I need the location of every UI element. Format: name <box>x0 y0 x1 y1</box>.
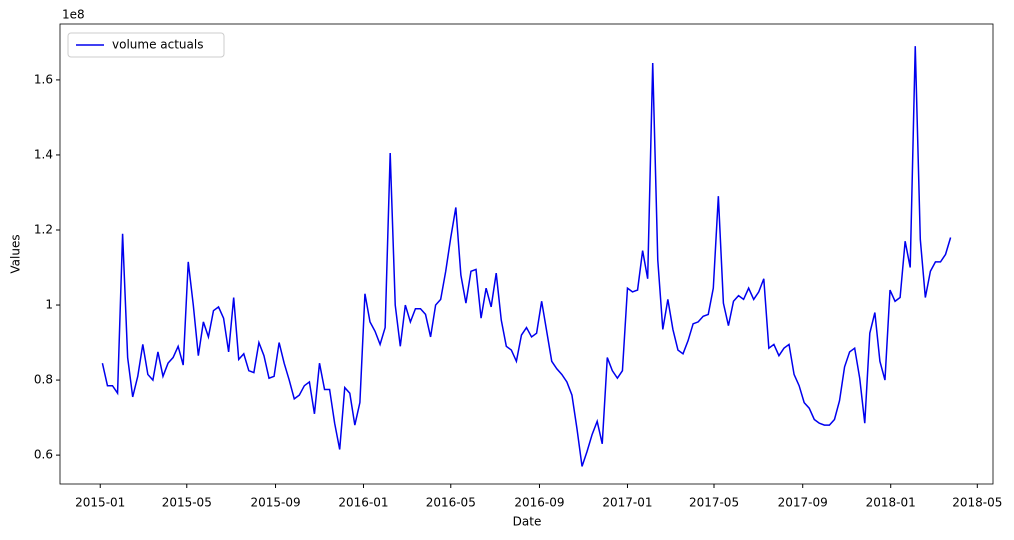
line-series <box>101 46 952 467</box>
y-tick-label: 1 <box>45 298 53 312</box>
y-tick-label: 1.4 <box>34 147 53 161</box>
y-tick-label: 1.6 <box>34 72 53 86</box>
x-tick-label: 2015-09 <box>250 496 300 510</box>
x-tick-label: 2016-01 <box>338 496 388 510</box>
x-tick-label: 2018-05 <box>952 496 1002 510</box>
y-tick-label: 0.8 <box>34 373 53 387</box>
legend-label: volume actuals <box>112 38 203 52</box>
x-tick-label: 2016-09 <box>514 496 564 510</box>
y-tick-label: 1.2 <box>34 222 53 236</box>
y-tick-label: 0.6 <box>34 448 53 462</box>
x-tick-label: 2017-01 <box>602 496 652 510</box>
y-offset-label: 1e8 <box>62 8 85 22</box>
plot-frame <box>59 23 994 485</box>
x-tick-label: 2016-05 <box>426 496 476 510</box>
x-tick-label: 2017-09 <box>778 496 828 510</box>
x-tick-label: 2018-01 <box>866 496 916 510</box>
x-tick-label: 2015-05 <box>162 496 212 510</box>
x-tick-label: 2015-01 <box>75 496 125 510</box>
x-axis-label: Date <box>513 515 542 529</box>
legend-box <box>67 32 225 58</box>
y-axis-label: Values <box>9 234 23 273</box>
x-tick-label: 2017-05 <box>689 496 739 510</box>
